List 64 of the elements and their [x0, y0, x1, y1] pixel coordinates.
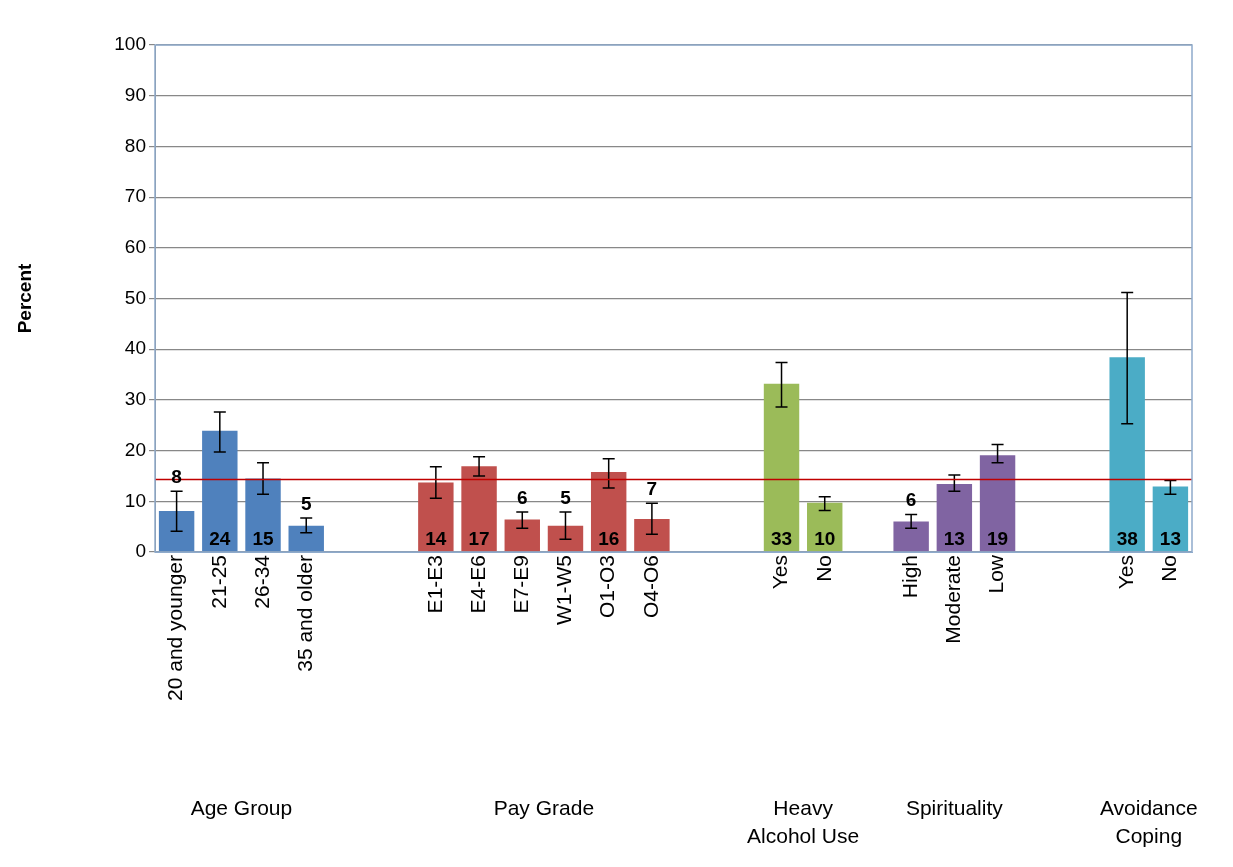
bar — [936, 484, 973, 552]
data-label: 6 — [905, 489, 917, 511]
y-tick-label: 100 — [114, 33, 146, 55]
data-label: 13 — [1159, 527, 1181, 549]
bar — [547, 525, 584, 552]
x-tick-label: Yes — [1113, 555, 1137, 590]
x-tick-label: 26-34 — [249, 554, 273, 609]
x-tick-label: E7-E9 — [509, 555, 533, 614]
text: Spirituality — [905, 796, 1004, 819]
data-label: 16 — [598, 527, 620, 549]
data-label: 15 — [252, 527, 275, 549]
y-tick-label: 80 — [124, 134, 146, 156]
x-tick-label: No — [811, 555, 835, 582]
text: Age Group — [190, 796, 293, 819]
text: Pay Grade — [493, 796, 595, 819]
bar — [763, 383, 800, 552]
x-tick-label: 21-25 — [206, 555, 230, 609]
data-label: 19 — [986, 527, 1009, 549]
x-tick-label: High — [897, 555, 921, 599]
x-tick-label: E1-E3 — [422, 555, 446, 614]
x-tick-label: O4-O6 — [638, 555, 662, 619]
y-tick-label: 60 — [124, 236, 146, 258]
data-label: 38 — [1116, 527, 1138, 549]
bar — [418, 482, 454, 552]
bar — [979, 455, 1016, 552]
x-tick-label: W1-W5 — [552, 555, 576, 625]
y-axis-title: Percent — [13, 262, 35, 334]
data-label: 24 — [209, 527, 231, 549]
text: Avoidance Coping — [1099, 796, 1198, 847]
y-tick-label: 70 — [124, 185, 146, 207]
x-tick-label: O1-O3 — [595, 555, 619, 619]
data-label: 5 — [300, 492, 312, 514]
bar — [461, 466, 497, 552]
bar — [634, 519, 670, 552]
y-tick-label: 20 — [124, 438, 146, 460]
x-tick-label: E4-E6 — [465, 555, 489, 614]
data-label: 10 — [814, 527, 836, 549]
x-tick-label: No — [1157, 555, 1181, 582]
bar — [158, 510, 195, 552]
x-tick-label: 20 and younger — [163, 555, 187, 701]
bar — [245, 478, 281, 552]
data-label: 5 — [560, 486, 572, 508]
y-tick-label: 90 — [124, 83, 146, 105]
data-label: 6 — [516, 486, 528, 508]
data-label: 33 — [770, 527, 793, 549]
bar — [504, 519, 540, 552]
data-label: 14 — [425, 527, 447, 549]
x-tick-label: 35 and older — [293, 555, 317, 672]
y-tick-label: 0 — [135, 540, 146, 562]
y-tick-label: 50 — [124, 286, 146, 308]
text: Heavy Alcohol Use — [747, 796, 860, 847]
data-label: 13 — [943, 527, 965, 549]
data-label: 7 — [646, 478, 658, 500]
y-tick-label: 40 — [124, 337, 146, 359]
bar — [288, 525, 324, 552]
data-label: 17 — [468, 527, 490, 549]
bar — [202, 430, 238, 552]
y-tick-label: 30 — [124, 388, 146, 410]
x-tick-label: Low — [984, 554, 1008, 594]
bar — [893, 521, 929, 552]
y-tick-label: 10 — [124, 489, 146, 511]
x-tick-label: Moderate — [941, 555, 965, 644]
bar — [1109, 357, 1145, 552]
x-tick-label: Yes — [768, 555, 792, 590]
